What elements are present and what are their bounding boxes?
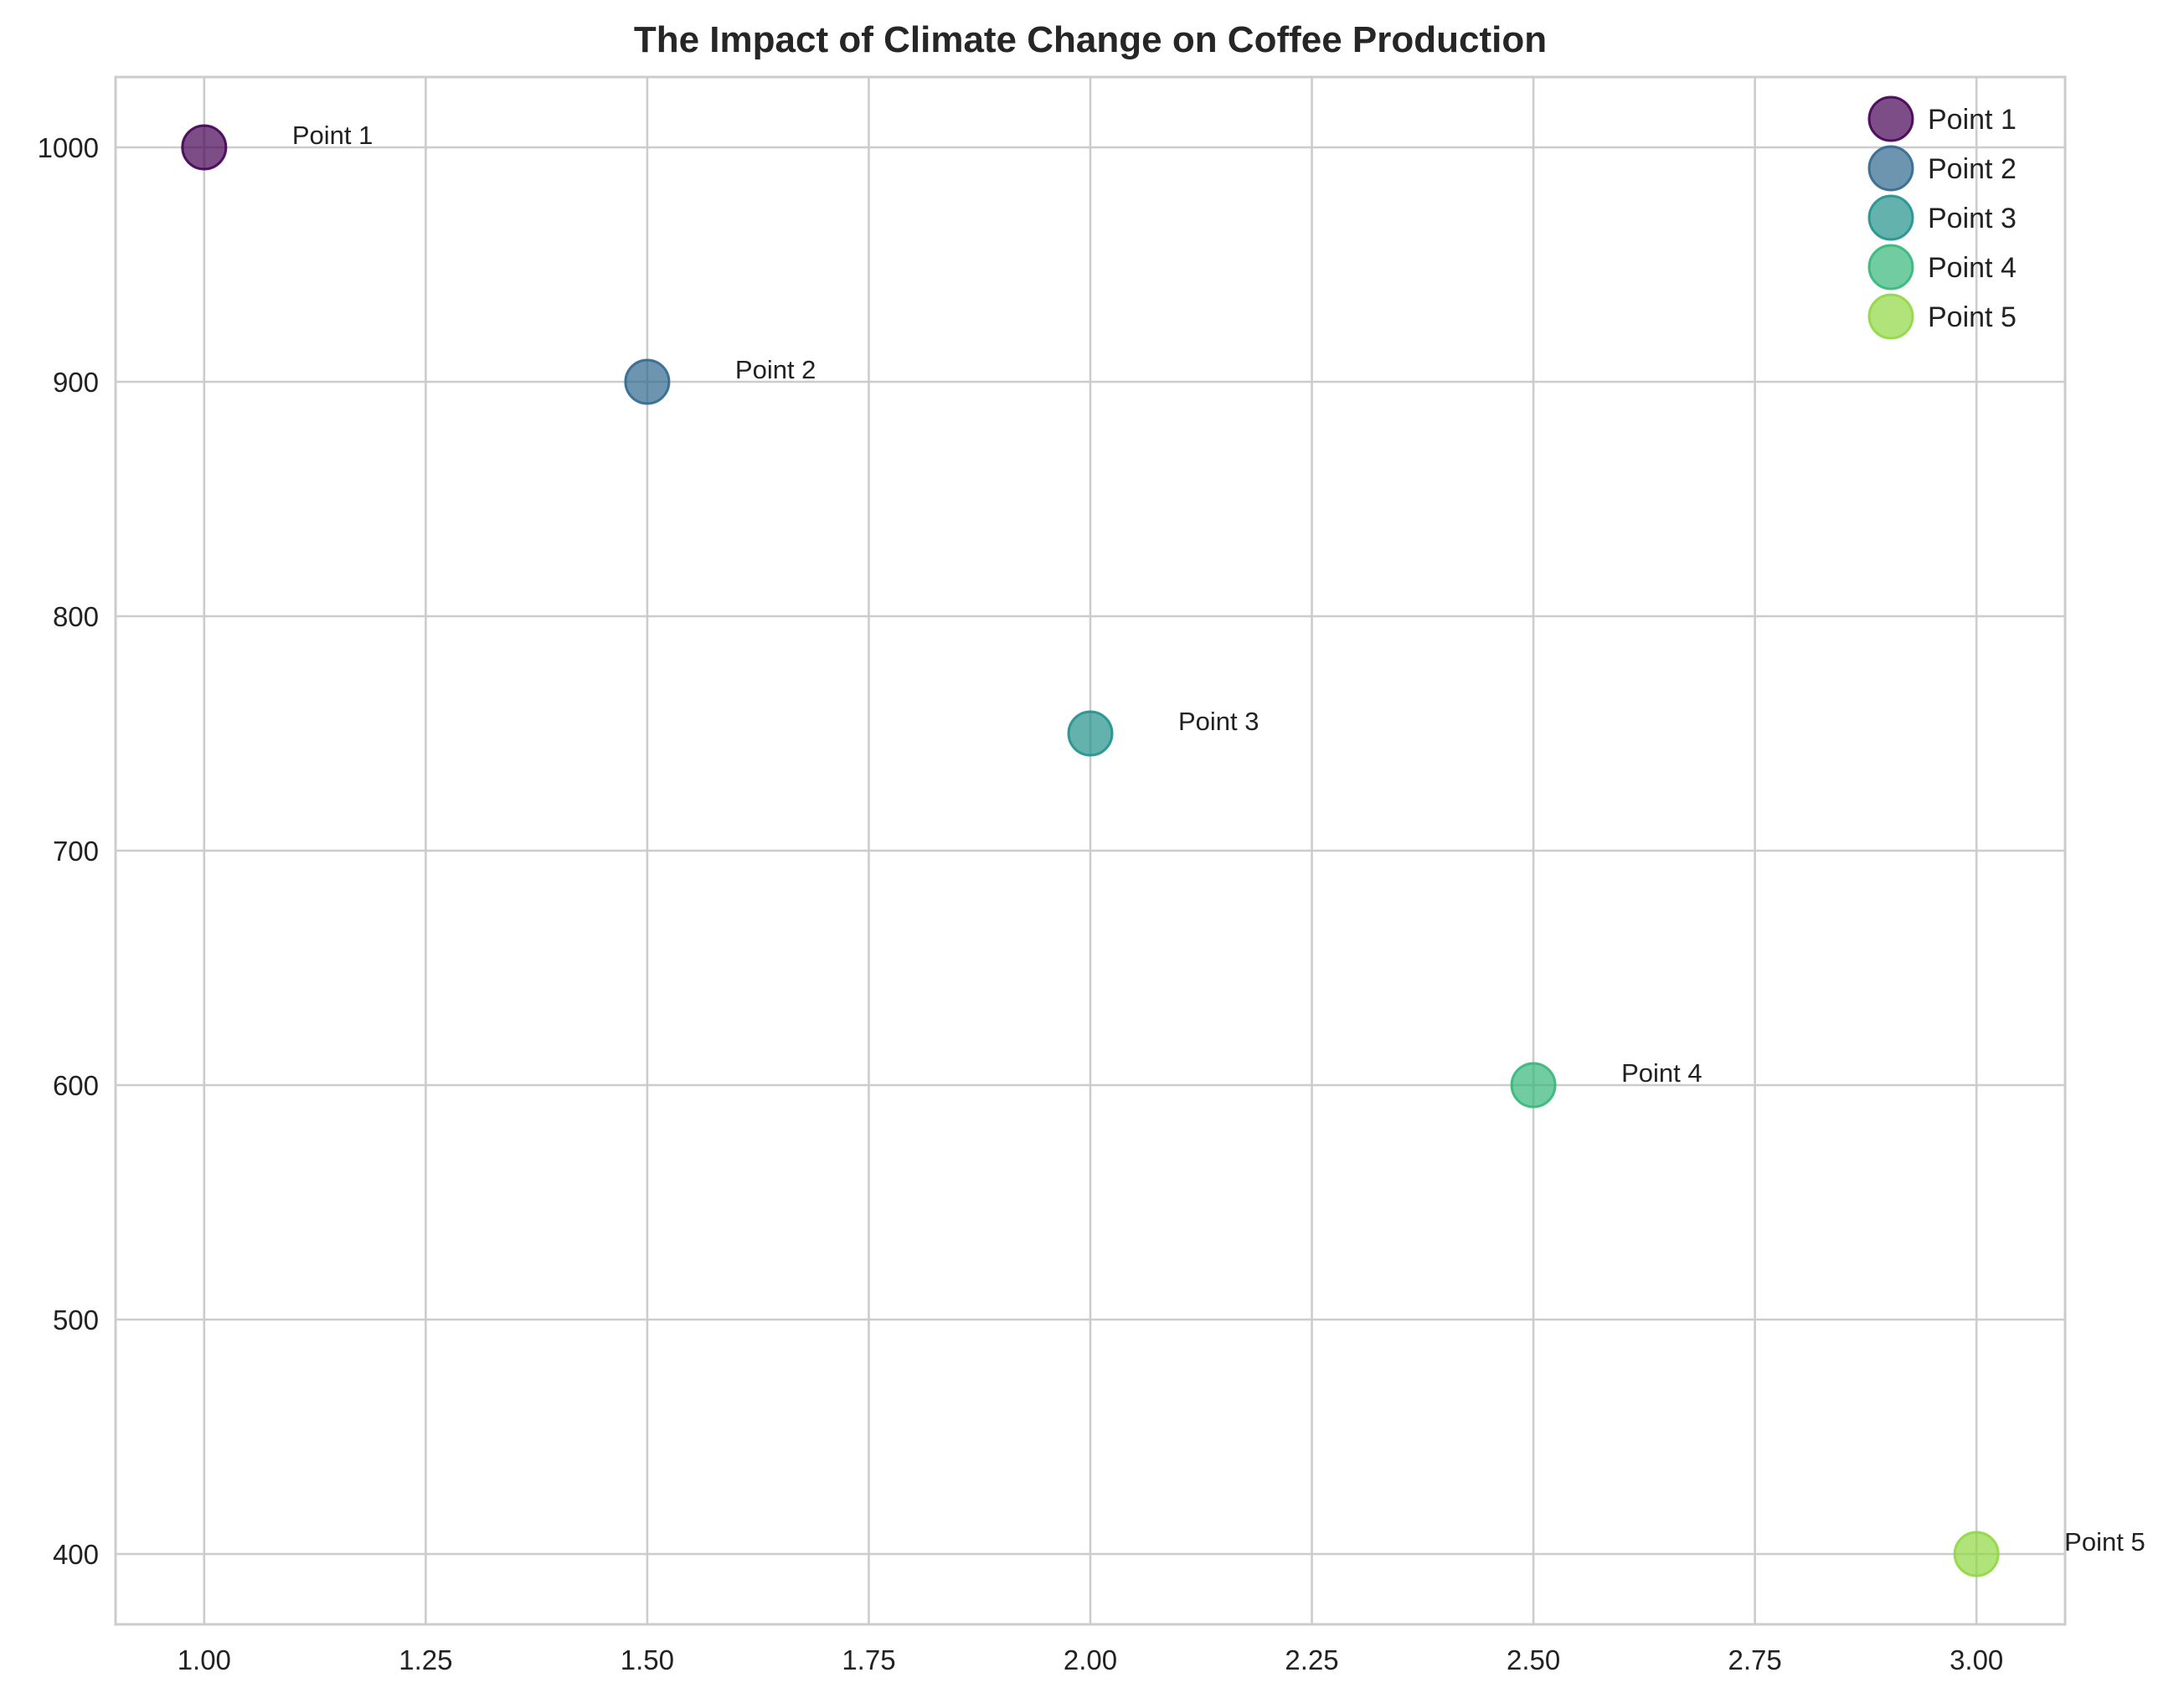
scatter-point [1510, 1062, 1557, 1109]
legend-marker [1867, 194, 1914, 241]
y-tick-label: 700 [53, 836, 99, 867]
y-axis-ticks: 400 500 600 700 800 900 1000 [38, 132, 99, 1570]
scatter-point [624, 358, 671, 405]
y-tick-label: 600 [53, 1070, 99, 1101]
legend-label: Point 3 [1928, 203, 2017, 234]
chart-title: The Impact of Climate Change on Coffee P… [634, 19, 1547, 60]
x-tick-label: 1.50 [621, 1644, 674, 1675]
axes-frame [114, 75, 2067, 1626]
scatter-point [1067, 710, 1114, 757]
point-annotation: Point 1 [292, 121, 373, 150]
point-annotations: Point 1 Point 2 Point 3 Point 4 Point 5 [292, 121, 2145, 1557]
legend-marker [1867, 145, 1914, 192]
grid-lines [116, 77, 2065, 1624]
x-tick-label: 1.00 [178, 1644, 231, 1675]
y-tick-label: 800 [53, 601, 99, 632]
plot-frame [114, 75, 2067, 1626]
scatter-point [1953, 1531, 2000, 1577]
legend-label: Point 2 [1928, 153, 2017, 185]
legend-marker [1867, 293, 1914, 340]
x-axis-ticks: 1.00 1.25 1.50 1.75 2.00 2.25 2.50 2.75 3.00 [178, 1644, 2004, 1675]
y-tick-label: 1000 [38, 132, 99, 163]
legend-label: Point 1 [1928, 104, 2017, 136]
legend-label: Point 5 [1928, 301, 2017, 333]
y-tick-label: 500 [53, 1304, 99, 1335]
data-points [181, 124, 2000, 1577]
x-tick-label: 2.75 [1728, 1644, 1782, 1675]
y-tick-label: 400 [53, 1539, 99, 1570]
x-tick-label: 2.25 [1285, 1644, 1338, 1675]
x-tick-label: 1.75 [842, 1644, 895, 1675]
point-annotation: Point 5 [2064, 1527, 2145, 1557]
legend: Point 1 Point 2 Point 3 Point 4 Point 5 [1867, 95, 2017, 340]
legend-marker [1867, 244, 1914, 291]
legend-label: Point 4 [1928, 252, 2017, 284]
legend-marker [1867, 95, 1914, 142]
scatter-point [181, 124, 228, 171]
point-annotation: Point 3 [1178, 707, 1259, 736]
x-tick-label: 1.25 [399, 1644, 452, 1675]
y-tick-label: 900 [53, 367, 99, 398]
point-annotation: Point 4 [1621, 1058, 1702, 1088]
x-tick-label: 2.50 [1507, 1644, 1560, 1675]
x-tick-label: 2.00 [1064, 1644, 1117, 1675]
point-annotation: Point 2 [735, 355, 816, 384]
x-tick-label: 3.00 [1950, 1644, 2003, 1675]
